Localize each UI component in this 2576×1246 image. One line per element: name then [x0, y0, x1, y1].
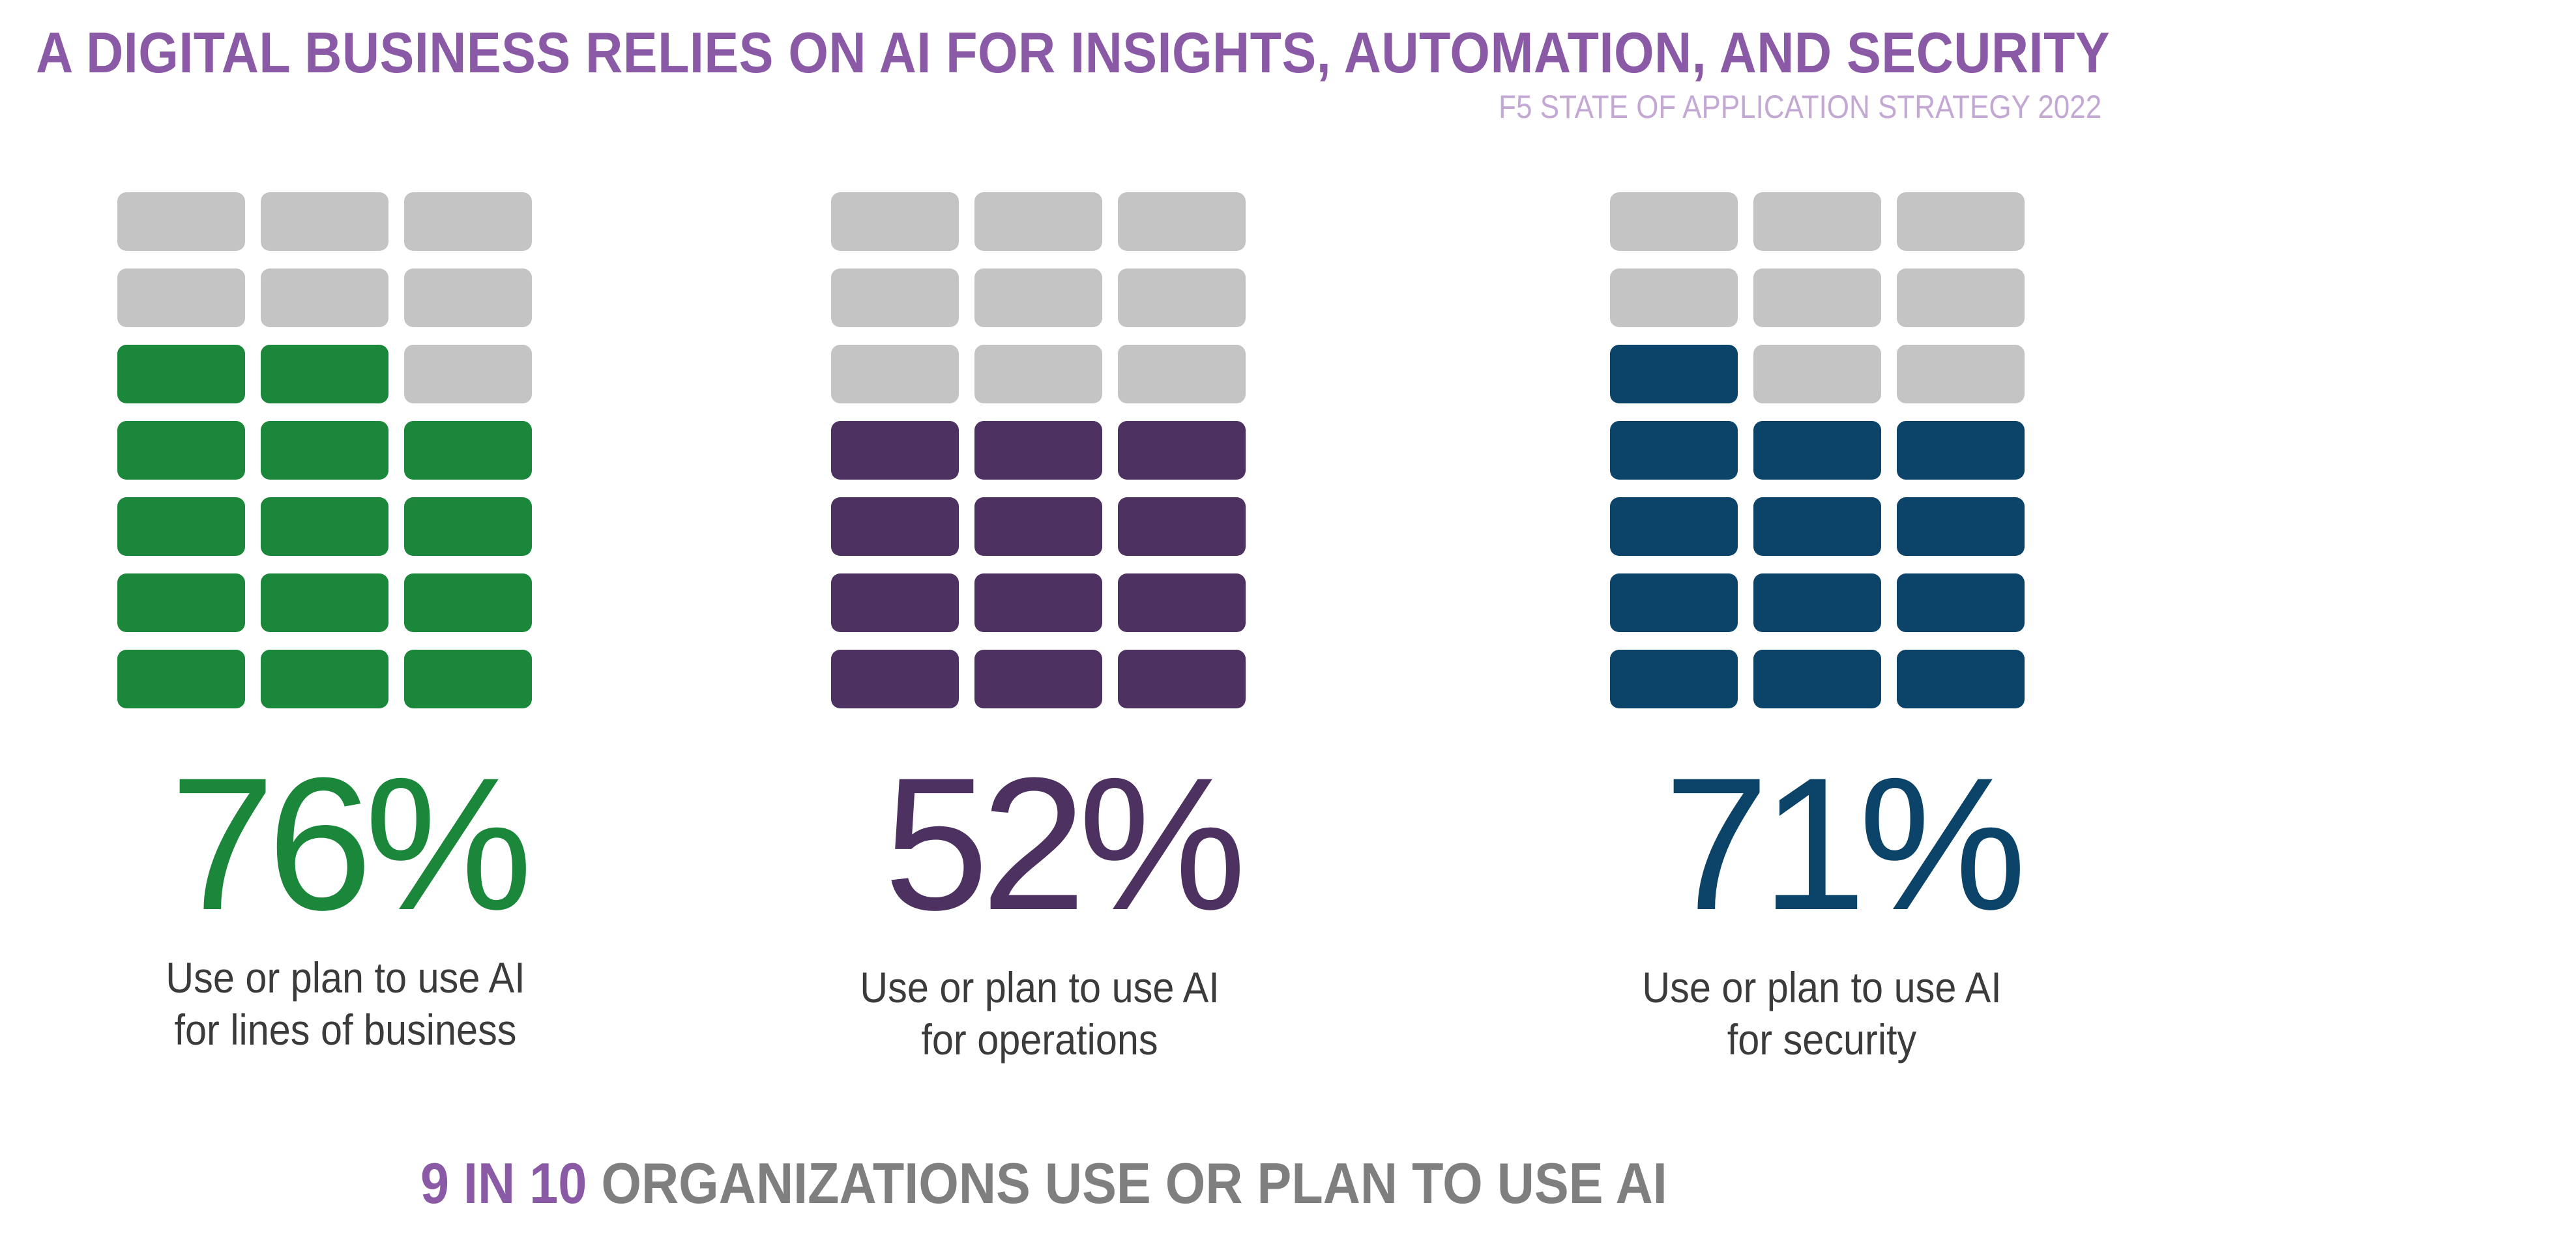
waffle-cell-empty: [1118, 192, 1246, 251]
percent-business: 76%: [169, 738, 533, 949]
caption-line: Use or plan to use AI: [1642, 963, 2002, 1011]
waffle-cell-empty: [1610, 268, 1738, 327]
caption-operations: Use or plan to use AI for operations: [834, 961, 1245, 1065]
waffle-chart-security: [1610, 192, 2027, 710]
waffle-cell-filled: [974, 497, 1102, 556]
waffle-cell-empty: [404, 192, 532, 251]
waffle-cell-empty: [831, 345, 959, 403]
waffle-cell-filled: [1118, 497, 1246, 556]
caption-security: Use or plan to use AI for security: [1617, 961, 2027, 1065]
waffle-cell-filled: [1753, 650, 1881, 708]
waffle-cell-filled: [404, 421, 532, 480]
source-label: F5 STATE OF APPLICATION STRATEGY 2022: [1498, 89, 2101, 125]
waffle-cell-empty: [1118, 345, 1246, 403]
waffle-cell-filled: [1118, 573, 1246, 632]
waffle-cell-filled: [117, 497, 245, 556]
waffle-cell-filled: [974, 650, 1102, 708]
waffle-cell-filled: [1753, 497, 1881, 556]
waffle-cell-filled: [1118, 650, 1246, 708]
waffle-cell-filled: [261, 650, 388, 708]
waffle-cell-empty: [1897, 345, 2025, 403]
waffle-cell-empty: [974, 192, 1102, 251]
caption-business: Use or plan to use AI for lines of busin…: [140, 951, 551, 1056]
waffle-cell-empty: [974, 268, 1102, 327]
waffle-cell-filled: [1610, 497, 1738, 556]
waffle-cell-filled: [1753, 573, 1881, 632]
waffle-cell-filled: [1897, 573, 2025, 632]
waffle-cell-empty: [404, 268, 532, 327]
summary-statement: 9 IN 10 ORGANIZATIONS USE OR PLAN TO USE…: [420, 1150, 1667, 1217]
waffle-cell-filled: [404, 650, 532, 708]
waffle-cell-empty: [831, 268, 959, 327]
caption-line: Use or plan to use AI: [860, 963, 1220, 1011]
waffle-cell-empty: [1897, 192, 2025, 251]
waffle-cell-filled: [117, 421, 245, 480]
waffle-cell-empty: [1610, 192, 1738, 251]
waffle-cell-filled: [1610, 421, 1738, 480]
summary-highlight: 9 IN 10: [420, 1151, 587, 1215]
waffle-cell-filled: [261, 573, 388, 632]
caption-line: for security: [1727, 1015, 1917, 1064]
waffle-cell-empty: [1897, 268, 2025, 327]
caption-line: Use or plan to use AI: [166, 953, 525, 1002]
waffle-cell-empty: [1753, 268, 1881, 327]
waffle-cell-filled: [404, 573, 532, 632]
waffle-cell-empty: [117, 268, 245, 327]
percent-operations: 52%: [883, 738, 1246, 949]
percent-security: 71%: [1663, 738, 2027, 949]
waffle-cell-empty: [261, 192, 388, 251]
waffle-cell-empty: [831, 192, 959, 251]
waffle-cell-filled: [831, 421, 959, 480]
waffle-cell-filled: [1897, 497, 2025, 556]
waffle-cell-filled: [1118, 421, 1246, 480]
waffle-cell-empty: [1753, 192, 1881, 251]
waffle-cell-filled: [1610, 573, 1738, 632]
caption-line: for lines of business: [174, 1006, 517, 1054]
waffle-cell-filled: [1753, 421, 1881, 480]
waffle-cell-filled: [117, 345, 245, 403]
waffle-chart-operations: [831, 192, 1248, 710]
waffle-cell-empty: [974, 345, 1102, 403]
waffle-cell-filled: [261, 497, 388, 556]
waffle-cell-empty: [117, 192, 245, 251]
waffle-cell-filled: [1610, 650, 1738, 708]
waffle-cell-filled: [831, 650, 959, 708]
summary-text: ORGANIZATIONS USE OR PLAN TO USE AI: [601, 1151, 1667, 1215]
waffle-cell-filled: [831, 573, 959, 632]
waffle-cell-filled: [404, 497, 532, 556]
waffle-chart-business: [117, 192, 534, 710]
waffle-cell-filled: [1897, 650, 2025, 708]
waffle-cell-empty: [1118, 268, 1246, 327]
waffle-cell-empty: [1753, 345, 1881, 403]
waffle-cell-filled: [117, 573, 245, 632]
waffle-cell-filled: [261, 345, 388, 403]
waffle-cell-filled: [261, 421, 388, 480]
waffle-cell-filled: [974, 421, 1102, 480]
waffle-cell-filled: [1610, 345, 1738, 403]
caption-line: for operations: [921, 1015, 1158, 1064]
waffle-cell-empty: [404, 345, 532, 403]
page-title: A DIGITAL BUSINESS RELIES ON AI FOR INSI…: [36, 20, 2111, 85]
waffle-cell-filled: [831, 497, 959, 556]
waffle-cell-filled: [117, 650, 245, 708]
waffle-cell-filled: [1897, 421, 2025, 480]
waffle-cell-filled: [974, 573, 1102, 632]
waffle-cell-empty: [261, 268, 388, 327]
